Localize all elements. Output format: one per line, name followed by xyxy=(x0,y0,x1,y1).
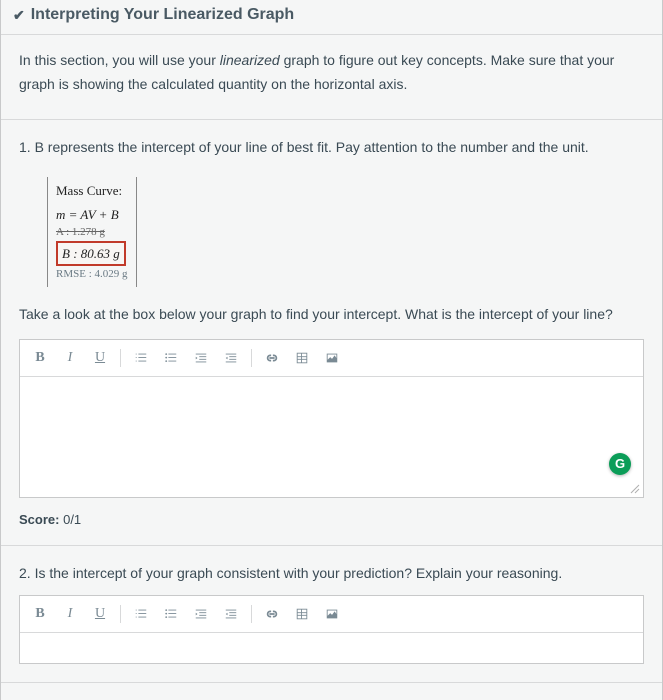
link-button[interactable] xyxy=(258,346,286,370)
unordered-list-button[interactable] xyxy=(157,346,185,370)
q1-editor-body[interactable]: G xyxy=(20,377,643,497)
table-button[interactable] xyxy=(288,602,316,626)
section-header[interactable]: ✔ Interpreting Your Linearized Graph xyxy=(1,0,662,34)
bold-button[interactable]: B xyxy=(26,346,54,370)
score-label: Score: xyxy=(19,512,59,527)
italic-button[interactable]: I xyxy=(56,602,84,626)
chevron-down-icon: ✔ xyxy=(13,7,25,24)
q1-number: 1. xyxy=(19,139,31,155)
q2-editor: B I U xyxy=(19,595,644,664)
underline-button[interactable]: U xyxy=(86,346,114,370)
ordered-list-button[interactable] xyxy=(127,346,155,370)
score-value: 0/1 xyxy=(63,512,81,527)
q1-prompt-line: 1. B represents the intercept of your li… xyxy=(19,136,644,160)
grammarly-badge[interactable]: G xyxy=(609,453,631,475)
intro-block: In this section, you will use your linea… xyxy=(1,34,662,120)
bold-button[interactable]: B xyxy=(26,602,54,626)
editor-toolbar: B I U xyxy=(20,596,643,633)
editor-toolbar: B I U xyxy=(20,340,643,377)
question-2: 2. Is the intercept of your graph consis… xyxy=(1,546,662,684)
q1-score: Score: 0/1 xyxy=(19,512,644,527)
indent-button[interactable] xyxy=(217,602,245,626)
mass-curve-eq: m = AV + B xyxy=(56,205,128,225)
intro-text-before: In this section, you will use your xyxy=(19,52,220,68)
link-button[interactable] xyxy=(258,602,286,626)
mass-curve-box: Mass Curve: m = AV + B A : 1.278 g B : 8… xyxy=(47,177,137,287)
italic-button[interactable]: I xyxy=(56,346,84,370)
ordered-list-button[interactable] xyxy=(127,602,155,626)
mass-curve-title: Mass Curve: xyxy=(56,181,128,201)
resize-handle-icon[interactable] xyxy=(629,483,641,495)
toolbar-separator xyxy=(120,349,121,367)
toolbar-separator xyxy=(251,349,252,367)
underline-button[interactable]: U xyxy=(86,602,114,626)
toolbar-separator xyxy=(251,605,252,623)
unordered-list-button[interactable] xyxy=(157,602,185,626)
question-1: 1. B represents the intercept of your li… xyxy=(1,120,662,546)
rmse-value: RMSE : 4.029 g xyxy=(56,266,128,283)
intro-linearized: linearized xyxy=(220,52,280,68)
section-title: Interpreting Your Linearized Graph xyxy=(31,6,294,24)
outdent-button[interactable] xyxy=(187,346,215,370)
indent-button[interactable] xyxy=(217,346,245,370)
b-intercept-box: B : 80.63 g xyxy=(56,241,126,267)
toolbar-separator xyxy=(120,605,121,623)
q1-prompt: B represents the intercept of your line … xyxy=(35,139,589,155)
page-container: ✔ Interpreting Your Linearized Graph In … xyxy=(0,0,663,700)
image-button[interactable] xyxy=(318,346,346,370)
q2-editor-body[interactable] xyxy=(20,633,643,663)
q1-editor: B I U G xyxy=(19,339,644,498)
q1-followup: Take a look at the box below your graph … xyxy=(19,303,644,327)
a-value: A : 1.278 g xyxy=(56,224,128,241)
q2-prompt-line: 2. Is the intercept of your graph consis… xyxy=(19,562,644,586)
q2-prompt: Is the intercept of your graph consisten… xyxy=(35,565,563,581)
table-button[interactable] xyxy=(288,346,316,370)
q2-number: 2. xyxy=(19,565,31,581)
image-button[interactable] xyxy=(318,602,346,626)
outdent-button[interactable] xyxy=(187,602,215,626)
